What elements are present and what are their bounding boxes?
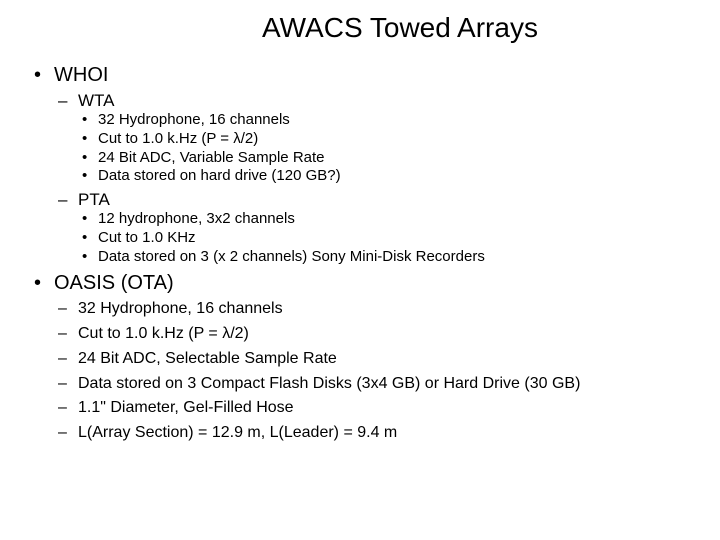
- item-oasis: OASIS (OTA) 32 Hydrophone, 16 channels C…: [30, 272, 690, 444]
- item-whoi: WHOI WTA 32 Hydrophone, 16 channels Cut …: [30, 64, 690, 266]
- list-item: Data stored on 3 Compact Flash Disks (3x…: [54, 374, 690, 395]
- list-item: Data stored on 3 (x 2 channels) Sony Min…: [78, 248, 690, 267]
- bullet-list-level2: WTA 32 Hydrophone, 16 channels Cut to 1.…: [54, 91, 690, 266]
- item-label: WHOI: [54, 64, 108, 86]
- bullet-list-level3: 12 hydrophone, 3x2 channels Cut to 1.0 K…: [78, 210, 690, 266]
- slide: AWACS Towed Arrays WHOI WTA 32 Hydrophon…: [0, 0, 720, 462]
- list-item: 32 Hydrophone, 16 channels: [78, 111, 690, 130]
- list-item: L(Array Section) = 12.9 m, L(Leader) = 9…: [54, 423, 690, 444]
- list-item: 24 Bit ADC, Variable Sample Rate: [78, 149, 690, 168]
- list-item: Data stored on hard drive (120 GB?): [78, 167, 690, 186]
- bullet-list-level1: WHOI WTA 32 Hydrophone, 16 channels Cut …: [30, 64, 690, 444]
- list-item: 24 Bit ADC, Selectable Sample Rate: [54, 349, 690, 370]
- list-item: 32 Hydrophone, 16 channels: [54, 299, 690, 320]
- list-item: 12 hydrophone, 3x2 channels: [78, 210, 690, 229]
- bullet-list-level2: 32 Hydrophone, 16 channels Cut to 1.0 k.…: [54, 299, 690, 444]
- item-wta: WTA 32 Hydrophone, 16 channels Cut to 1.…: [54, 91, 690, 186]
- item-label: OASIS (OTA): [54, 272, 174, 294]
- list-item: Cut to 1.0 KHz: [78, 229, 690, 248]
- bullet-list-level3: 32 Hydrophone, 16 channels Cut to 1.0 k.…: [78, 111, 690, 186]
- item-label: WTA: [78, 91, 115, 110]
- slide-title: AWACS Towed Arrays: [30, 12, 690, 44]
- item-label: PTA: [78, 190, 110, 209]
- list-item: Cut to 1.0 k.Hz (P = λ/2): [54, 324, 690, 345]
- list-item: Cut to 1.0 k.Hz (P = λ/2): [78, 130, 690, 149]
- list-item: 1.1" Diameter, Gel-Filled Hose: [54, 398, 690, 419]
- item-pta: PTA 12 hydrophone, 3x2 channels Cut to 1…: [54, 190, 690, 266]
